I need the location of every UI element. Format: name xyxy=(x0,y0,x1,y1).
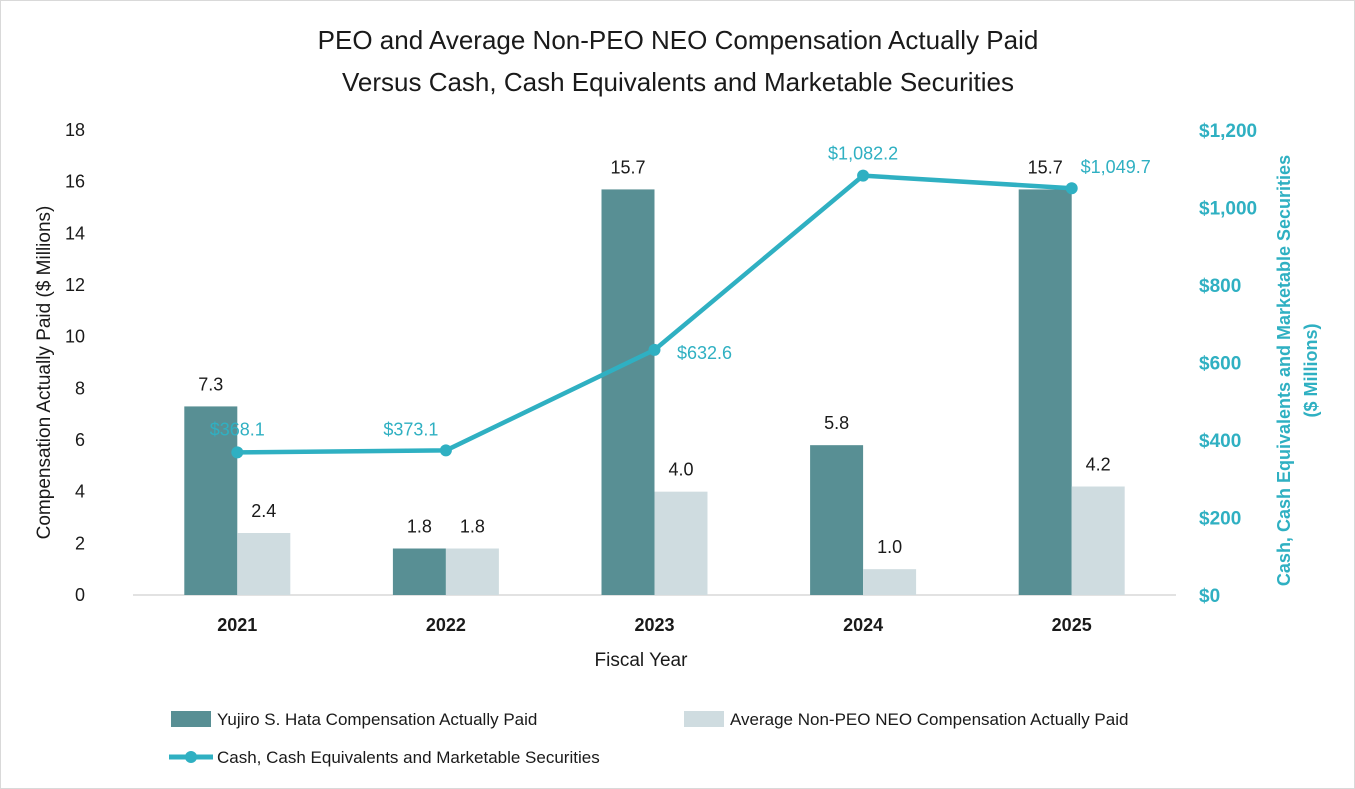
bar-label-non-peo: 1.0 xyxy=(877,537,902,557)
y-left-tick-label: 12 xyxy=(65,275,85,295)
y-right-tick-label: $0 xyxy=(1199,586,1220,607)
y-axis-right-label-line-1: Cash, Cash Equivalents and Marketable Se… xyxy=(1274,155,1294,586)
cash-line-marker xyxy=(439,444,452,457)
bar-labels-group: 7.3 1.8 15.7 5.8 15.7 2.4 1.8 4.0 1.0 4.2 xyxy=(198,157,1110,557)
y-left-tick-label: 0 xyxy=(75,585,85,605)
cash-line-label: $373.1 xyxy=(383,419,438,439)
y-left-tick-label: 18 xyxy=(65,120,85,140)
bar-peo xyxy=(1018,189,1072,595)
y-left-tick-label: 14 xyxy=(65,223,85,243)
cash-line-label: $632.6 xyxy=(677,343,732,363)
chart-title-line-1: PEO and Average Non-PEO NEO Compensation… xyxy=(318,25,1039,55)
bar-non-peo xyxy=(237,533,291,595)
legend-label-cash: Cash, Cash Equivalents and Marketable Se… xyxy=(217,748,600,767)
y-right-tick-label: $1,200 xyxy=(1199,121,1257,142)
x-tick-label: 2021 xyxy=(217,615,257,635)
bars-group xyxy=(184,189,1125,595)
cash-line-marker xyxy=(857,169,870,182)
bar-label-peo: 1.8 xyxy=(407,517,432,537)
x-tick-label: 2022 xyxy=(426,615,466,635)
bar-peo xyxy=(810,445,864,595)
legend-swatch-cash-marker xyxy=(185,751,197,763)
cash-line-label: $368.1 xyxy=(210,419,265,439)
y-left-tick-label: 16 xyxy=(65,172,85,192)
y-right-tick-label: $400 xyxy=(1199,431,1241,452)
x-tick-label: 2024 xyxy=(843,615,883,635)
cash-line-marker xyxy=(1065,182,1078,195)
bar-label-peo: 15.7 xyxy=(610,157,645,177)
bar-non-peo xyxy=(1071,486,1125,595)
bar-label-non-peo: 1.8 xyxy=(460,517,485,537)
y-left-tick-label: 2 xyxy=(75,533,85,553)
y-right-tick-label: $800 xyxy=(1199,276,1241,297)
legend-label-peo: Yujiro S. Hata Compensation Actually Pai… xyxy=(217,710,537,729)
y-right-tick-label: $600 xyxy=(1199,354,1241,375)
cash-line-label: $1,049.7 xyxy=(1081,157,1151,177)
bar-label-peo: 7.3 xyxy=(198,374,223,394)
bar-label-non-peo: 4.0 xyxy=(668,460,693,480)
chart-title-line-2: Versus Cash, Cash Equivalents and Market… xyxy=(342,67,1014,97)
y-right-tick-label: $200 xyxy=(1199,509,1241,530)
y-left-tick-label: 4 xyxy=(75,482,85,502)
y-axis-left-label: Compensation Actually Paid ($ Millions) xyxy=(34,206,55,540)
bar-peo xyxy=(601,189,655,595)
cash-line-label: $1,082.2 xyxy=(828,144,898,164)
x-tick-label: 2023 xyxy=(634,615,674,635)
x-axis-ticks: 2021 2022 2023 2024 2025 xyxy=(217,615,1091,635)
bar-label-non-peo: 2.4 xyxy=(251,501,276,521)
y-axis-right-ticks: $0 $200 $400 $600 $800 $1,000 $1,200 xyxy=(1199,121,1257,607)
bar-non-peo xyxy=(863,569,917,595)
x-tick-label: 2025 xyxy=(1052,615,1092,635)
cash-line-marker xyxy=(648,343,661,356)
bar-label-non-peo: 4.2 xyxy=(1086,455,1111,475)
cash-line-marker xyxy=(231,446,244,459)
x-axis-label: Fiscal Year xyxy=(595,650,689,671)
bar-non-peo xyxy=(654,491,708,595)
y-axis-right-label-line-2: ($ Millions) xyxy=(1301,323,1321,417)
bar-label-peo: 15.7 xyxy=(1028,157,1063,177)
y-left-tick-label: 6 xyxy=(75,430,85,450)
bar-non-peo xyxy=(445,548,499,595)
y-left-tick-label: 8 xyxy=(75,378,85,398)
legend: Yujiro S. Hata Compensation Actually Pai… xyxy=(169,710,1128,767)
line-series-group: $368.1 $373.1 $632.6 $1,082.2 $1,049.7 xyxy=(210,144,1151,459)
bar-label-peo: 5.8 xyxy=(824,413,849,433)
y-axis-left-ticks: 0 2 4 6 8 10 12 14 16 18 xyxy=(65,120,85,605)
y-right-tick-label: $1,000 xyxy=(1199,199,1257,220)
bar-peo xyxy=(184,406,238,595)
y-left-tick-label: 10 xyxy=(65,327,85,347)
legend-swatch-peo xyxy=(171,711,211,727)
bar-peo xyxy=(392,548,446,595)
legend-label-non-peo: Average Non-PEO NEO Compensation Actuall… xyxy=(730,710,1128,729)
legend-swatch-non-peo xyxy=(684,711,724,727)
